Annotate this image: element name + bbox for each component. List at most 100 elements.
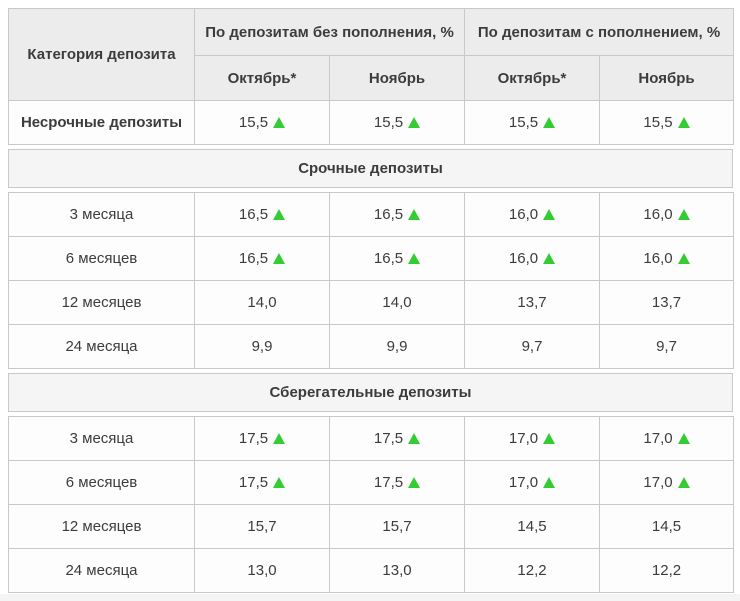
deposit-row: 24 месяца 9,9 9,9 9,7 9,7 [8,324,734,369]
section-bar-term-deposits: Срочные депозиты [8,149,733,188]
up-arrow-icon [543,477,556,488]
rate-cell: 16,0 [464,192,600,237]
rate-cell: 17,0 [599,416,734,461]
up-arrow-icon [543,253,556,264]
rate-cell: 16,5 [194,192,330,237]
month-header-october-1: Октябрь* [194,55,330,101]
rate-cell: 17,0 [464,416,600,461]
rate-value: 15,7 [247,518,277,535]
rate-value: 15,5 [508,114,539,131]
rate-value: 16,0 [508,206,539,223]
month-header-october-2: Октябрь* [464,55,601,101]
rate-cell: 16,0 [599,236,734,281]
rate-cell: 17,0 [464,460,600,505]
rate-cell: 12,2 [464,548,600,593]
up-arrow-icon [408,117,421,128]
page-bottom-strip [0,594,740,601]
deposit-category-label: Несрочные депозиты [8,100,195,145]
deposit-category-label: 3 месяца [8,416,195,461]
rate-value: 16,0 [643,250,673,267]
rate-cell: 13,0 [329,548,465,593]
up-arrow-icon [273,253,286,264]
deposit-category-label: 12 месяцев [8,504,195,549]
section-bar-savings-deposits: Сберегательные депозиты [8,373,733,412]
deposit-row: 6 месяцев 17,5 17,5 17,0 17,0 [8,460,734,505]
rate-value: 16,5 [238,250,269,267]
group-header-no-topup: По депозитам без пополнения, % [193,8,466,56]
rate-cell: 16,0 [464,236,600,281]
rate-value: 17,5 [238,474,269,491]
rate-value: 9,7 [656,338,677,355]
deposit-row: 12 месяцев 14,0 14,0 13,7 13,7 [8,280,734,325]
rate-value: 13,0 [247,562,277,579]
rate-cell: 17,5 [194,460,330,505]
rate-cell: 15,7 [194,504,330,549]
rate-value: 17,5 [373,474,404,491]
deposit-row: 24 месяца 13,0 13,0 12,2 12,2 [8,548,734,593]
rate-value: 12,2 [517,562,547,579]
up-arrow-icon [273,117,286,128]
rate-cell: 9,9 [194,324,330,369]
rate-cell: 14,5 [599,504,734,549]
deposit-rates-header-table: Категория депозита По депозитам без попо… [8,8,735,145]
section-title: Сберегательные депозиты [269,384,472,401]
rate-cell: 17,5 [329,416,465,461]
rate-cell: 17,5 [194,416,330,461]
up-arrow-icon [543,209,556,220]
rate-value: 15,7 [382,518,412,535]
up-arrow-icon [543,117,556,128]
term-deposits-body: 3 месяца 16,5 16,5 16,0 16,0 6 месяцев 16,5 16,… [8,192,734,369]
category-column-header: Категория депозита [8,8,195,101]
month-header-row: Октябрь* Ноябрь Октябрь* Ноябрь [9,55,735,101]
up-arrow-icon [273,433,286,444]
savings-deposits-table: 3 месяца 17,5 17,5 17,0 17,0 6 месяцев 17,5 17,… [8,416,734,593]
rate-value: 16,0 [643,206,673,223]
rate-value: 14,0 [382,294,412,311]
rate-cell: 16,5 [329,236,465,281]
up-arrow-icon [408,253,421,264]
up-arrow-icon [408,209,421,220]
deposit-row: 12 месяцев 15,7 15,7 14,5 14,5 [8,504,734,549]
rate-value: 17,5 [238,430,269,447]
rate-cell: 14,0 [329,280,465,325]
rate-value: 13,0 [382,562,412,579]
deposit-row: Несрочные депозиты 15,5 15,5 15,5 15,5 [8,100,735,145]
up-arrow-icon [677,117,690,128]
rate-value: 15,5 [643,114,673,131]
rate-cell: 15,5 [599,100,735,145]
rate-value: 16,5 [373,250,404,267]
group-header-row: Категория депозита По депозитам без попо… [8,8,735,101]
rate-value: 14,0 [247,294,277,311]
rate-value: 15,5 [238,114,269,131]
section-title: Срочные депозиты [298,160,443,177]
rate-cell: 14,5 [464,504,600,549]
month-header-november-2: Ноябрь [599,55,735,101]
rate-value: 17,0 [508,474,539,491]
up-arrow-icon [273,477,286,488]
rate-value: 9,9 [251,338,273,355]
deposit-category-label: 24 месяца [8,324,195,369]
up-arrow-icon [677,477,690,488]
rate-cell: 15,5 [464,100,601,145]
rate-value: 17,0 [643,430,673,447]
up-arrow-icon [677,253,690,264]
rate-cell: 16,5 [194,236,330,281]
up-arrow-icon [273,209,286,220]
deposit-category-label: 3 месяца [8,192,195,237]
deposit-category-label: 12 месяцев [8,280,195,325]
rate-cell: 15,5 [328,100,466,145]
rate-cell: 9,7 [599,324,734,369]
up-arrow-icon [677,433,690,444]
deposit-row: 6 месяцев 16,5 16,5 16,0 16,0 [8,236,734,281]
rate-value: 16,5 [238,206,269,223]
deposit-row: 3 месяца 16,5 16,5 16,0 16,0 [8,192,734,237]
up-arrow-icon [543,433,556,444]
rate-value: 16,0 [508,250,539,267]
rate-value: 12,2 [651,562,682,579]
deposit-row: 3 месяца 17,5 17,5 17,0 17,0 [8,416,734,461]
rate-value: 14,5 [517,518,547,535]
savings-deposits-body: 3 месяца 17,5 17,5 17,0 17,0 6 месяцев 17,5 17,… [8,416,734,593]
rate-cell: 15,5 [194,100,330,145]
term-deposits-table: 3 месяца 16,5 16,5 16,0 16,0 6 месяцев 16,5 16,… [8,192,734,369]
